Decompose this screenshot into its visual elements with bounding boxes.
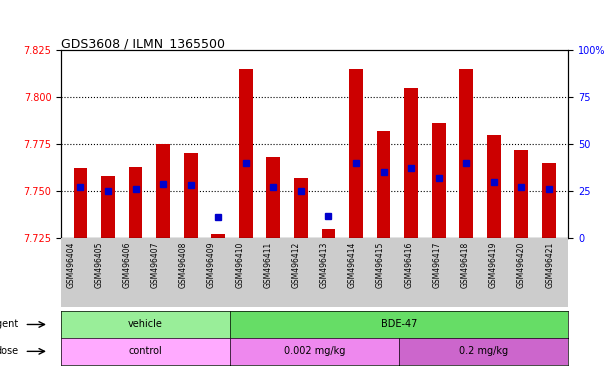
Text: 0.002 mg/kg: 0.002 mg/kg <box>284 346 345 356</box>
Text: control: control <box>129 346 163 356</box>
Bar <box>101 176 115 238</box>
Text: 0.2 mg/kg: 0.2 mg/kg <box>459 346 508 356</box>
Text: GSM496419: GSM496419 <box>489 242 498 288</box>
Text: GSM496410: GSM496410 <box>235 242 244 288</box>
Text: GSM496413: GSM496413 <box>320 242 329 288</box>
Text: vehicle: vehicle <box>128 319 163 329</box>
Bar <box>321 228 335 238</box>
Bar <box>487 134 500 238</box>
Bar <box>73 169 87 238</box>
Bar <box>349 69 363 238</box>
Bar <box>266 157 280 238</box>
Text: BDE-47: BDE-47 <box>381 319 417 329</box>
Text: GSM496406: GSM496406 <box>123 242 131 288</box>
Text: GSM496417: GSM496417 <box>433 242 441 288</box>
Text: GSM496412: GSM496412 <box>291 242 301 288</box>
Bar <box>211 234 225 238</box>
Text: GSM496407: GSM496407 <box>151 242 159 288</box>
Bar <box>542 163 556 238</box>
Text: agent: agent <box>0 319 18 329</box>
Bar <box>239 69 253 238</box>
Text: GSM496415: GSM496415 <box>376 242 385 288</box>
Bar <box>459 69 473 238</box>
Text: GSM496409: GSM496409 <box>207 242 216 288</box>
Text: GSM496408: GSM496408 <box>179 242 188 288</box>
Bar <box>156 144 170 238</box>
Text: GDS3608 / ILMN_1365500: GDS3608 / ILMN_1365500 <box>61 37 225 50</box>
Text: GSM496418: GSM496418 <box>461 242 470 288</box>
Text: GSM496420: GSM496420 <box>517 242 526 288</box>
Bar <box>129 167 142 238</box>
Text: GSM496416: GSM496416 <box>404 242 413 288</box>
Text: GSM496411: GSM496411 <box>263 242 273 288</box>
Bar <box>404 88 418 238</box>
Text: GSM496405: GSM496405 <box>94 242 103 288</box>
Bar <box>294 178 308 238</box>
Bar <box>376 131 390 238</box>
Text: GSM496404: GSM496404 <box>66 242 75 288</box>
Text: dose: dose <box>0 346 18 356</box>
Bar <box>514 150 529 238</box>
Text: GSM496414: GSM496414 <box>348 242 357 288</box>
Bar <box>432 123 445 238</box>
Bar <box>184 154 197 238</box>
Text: GSM496421: GSM496421 <box>545 242 554 288</box>
